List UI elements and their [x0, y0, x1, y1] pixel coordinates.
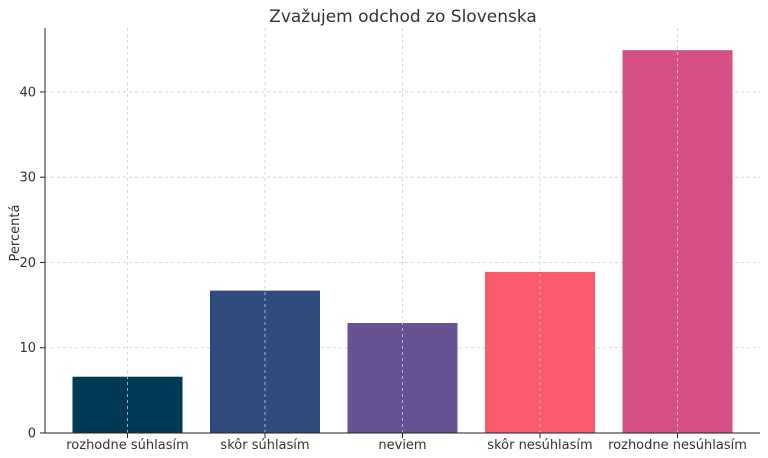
bar-layer [72, 50, 733, 433]
y-tick-label: 10 [19, 341, 36, 356]
x-tick-label: skôr súhlasím [220, 438, 309, 453]
x-tick-label: rozhodne súhlasím [66, 438, 189, 453]
bar-1 [72, 376, 183, 433]
x-tick-label: skôr nesúhlasím [487, 438, 592, 453]
x-tick-label: neviem [378, 438, 426, 453]
y-tick-label: 40 [19, 85, 36, 100]
tick-layer: 0 10 20 30 40 rozhodne súhlasím skôr súhlasím n… [19, 85, 746, 453]
y-tick-label: 20 [19, 256, 36, 271]
y-tick-label: 0 [28, 427, 36, 442]
bar-2 [210, 290, 320, 433]
chart-title: Zvažujem odchod zo Slovenska [269, 7, 537, 27]
y-axis-label: Percentá [8, 205, 23, 262]
vertical-grid-layer [127, 28, 678, 433]
y-tick-label: 30 [19, 171, 36, 186]
x-tick-label: rozhodne nesúhlasím [608, 438, 747, 453]
